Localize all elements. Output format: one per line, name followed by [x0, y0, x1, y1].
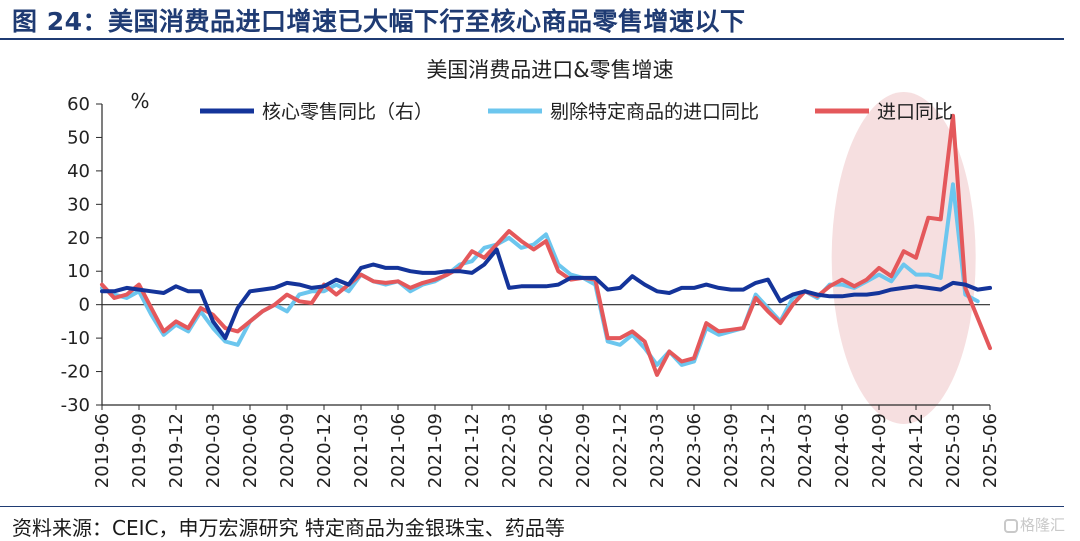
- y-tick-label: 60: [67, 94, 90, 115]
- x-tick-label: 2019-12: [166, 413, 187, 488]
- watermark-text: 格隆汇: [1020, 516, 1066, 534]
- x-tick-label: 2019-06: [92, 413, 113, 488]
- x-tick-label: 2021-06: [388, 413, 409, 488]
- x-tick-label: 2024-09: [869, 413, 890, 488]
- y-tick-label: 20: [67, 228, 90, 249]
- legend-label-excl: 剔除特定商品的进口同比: [550, 101, 759, 123]
- chart-title: 美国消费品进口&零售增速: [426, 58, 673, 82]
- watermark-logo-icon: [1004, 518, 1018, 533]
- x-tick-label: 2024-12: [906, 413, 927, 488]
- line-chart: 美国消费品进口&零售增速 -30 -20 -10 0 10 20 30 40 50 60 2019-…: [61, 58, 1001, 488]
- series-line-core: [100, 247, 992, 341]
- x-tick-label: 2023-03: [647, 413, 668, 488]
- x-tick-label: 2021-12: [462, 413, 483, 488]
- highlight-ellipse: [831, 92, 976, 424]
- figure-title: 图 24：美国消费品进口增速已大幅下行至核心商品零售增速以下: [12, 7, 746, 36]
- unit-label: %: [130, 89, 149, 113]
- series-line-imports: [100, 113, 992, 377]
- watermark: 格隆汇: [1004, 514, 1065, 535]
- x-tick-label: 2024-06: [832, 413, 853, 488]
- x-tick-label: 2025-06: [980, 413, 1001, 488]
- x-tick-label: 2025-03: [943, 413, 964, 488]
- x-tick-label: 2022-03: [499, 413, 520, 488]
- x-tick-label: 2023-12: [758, 413, 779, 488]
- x-tick-label: 2020-06: [240, 413, 261, 488]
- y-tick-label: 10: [67, 261, 90, 282]
- x-tick-label: 2022-09: [573, 413, 594, 488]
- x-tick-label: 2019-09: [129, 413, 150, 488]
- y-tick-label: 40: [67, 161, 90, 182]
- y-tick-label: -30: [61, 395, 90, 416]
- x-tick-label: 2023-09: [721, 413, 742, 488]
- y-tick-label: -10: [61, 328, 90, 349]
- y-tick-label: 30: [67, 194, 90, 215]
- x-tick-label: 2021-09: [425, 413, 446, 488]
- x-tick-label: 2022-12: [610, 413, 631, 488]
- y-tick-label: 0: [79, 295, 90, 316]
- legend-label-core: 核心零售同比（右）: [262, 101, 433, 123]
- x-tick-label: 2020-09: [277, 413, 298, 488]
- y-tick-label: -20: [61, 362, 90, 383]
- title-rule: [0, 38, 1064, 40]
- legend-label-imports: 进口同比: [877, 101, 953, 123]
- x-tick-label: 2021-03: [351, 413, 372, 488]
- x-tick-label: 2024-03: [795, 413, 816, 488]
- x-tick-label: 2023-06: [684, 413, 705, 488]
- source-rule: [0, 506, 1064, 507]
- x-tick-label: 2022-06: [536, 413, 557, 488]
- x-tick-label: 2020-03: [203, 413, 224, 488]
- y-tick-label: 50: [67, 127, 90, 148]
- x-tick-label: 2020-12: [314, 413, 335, 488]
- source-note: 资料来源：CEIC，申万宏源研究 特定商品为金银珠宝、药品等: [12, 516, 565, 540]
